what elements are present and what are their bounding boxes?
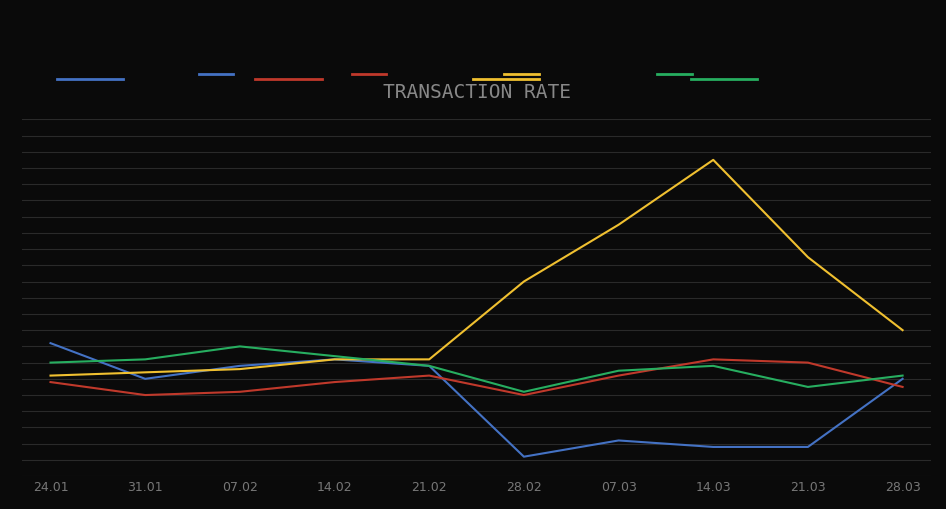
Series 2	[139, 392, 150, 398]
Series 2	[613, 373, 624, 379]
Series 1	[613, 437, 624, 443]
Series 1	[424, 363, 435, 369]
Series 3	[329, 356, 341, 362]
Series 3	[802, 254, 814, 260]
Line: Series 2: Series 2	[50, 359, 902, 395]
Series 1	[235, 363, 246, 369]
Series 4	[708, 363, 719, 369]
Line: Series 1: Series 1	[50, 343, 902, 457]
Series 3	[424, 356, 435, 362]
Series 1	[44, 340, 56, 346]
Series 3	[897, 327, 908, 333]
Series 3	[518, 278, 530, 285]
Series 2	[329, 379, 341, 385]
Series 4	[44, 359, 56, 365]
Series 2	[424, 373, 435, 379]
Series 4	[139, 356, 150, 362]
Series 2	[44, 379, 56, 385]
Series 1	[802, 444, 814, 450]
Series 1	[708, 444, 719, 450]
Title: TRANSACTION RATE: TRANSACTION RATE	[382, 83, 570, 102]
Legend: Series 1, Series 2, Series 3, Series 4: Series 1, Series 2, Series 3, Series 4	[193, 62, 760, 87]
Line: Series 4: Series 4	[50, 347, 902, 392]
Series 4	[518, 389, 530, 395]
Series 3	[44, 373, 56, 379]
Series 4	[897, 373, 908, 379]
Series 3	[139, 370, 150, 376]
Series 3	[235, 366, 246, 372]
Series 1	[139, 376, 150, 382]
Series 2	[802, 359, 814, 365]
Series 3	[613, 222, 624, 228]
Series 2	[518, 392, 530, 398]
Series 2	[897, 384, 908, 390]
Series 4	[424, 363, 435, 369]
Series 2	[708, 356, 719, 362]
Series 4	[329, 353, 341, 359]
Series 3	[708, 157, 719, 163]
Series 1	[518, 454, 530, 460]
Series 1	[897, 376, 908, 382]
Series 1	[329, 356, 341, 362]
Line: Series 3: Series 3	[50, 160, 902, 376]
Series 4	[235, 344, 246, 350]
Series 4	[802, 384, 814, 390]
Series 2	[235, 389, 246, 395]
Series 4	[613, 367, 624, 374]
